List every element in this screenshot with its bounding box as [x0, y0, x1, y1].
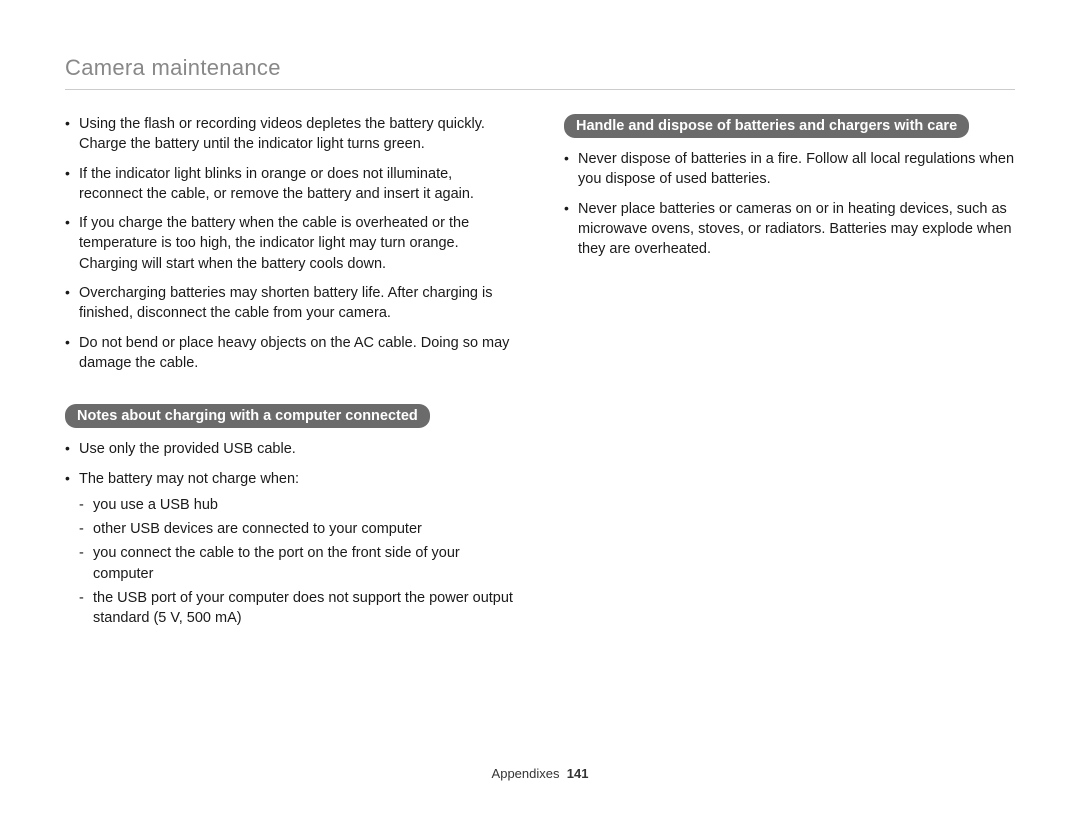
usb-notes-list: Use only the provided USB cable. The bat… — [65, 439, 516, 628]
list-item-text: The battery may not charge when: — [79, 471, 299, 487]
list-item: Never dispose of batteries in a fire. Fo… — [564, 149, 1015, 190]
usb-sub-list: you use a USB hub other USB devices are … — [79, 495, 516, 629]
sub-list-item: you use a USB hub — [79, 495, 516, 515]
list-item: The battery may not charge when: you use… — [65, 469, 516, 629]
usb-notes-heading: Notes about charging with a computer con… — [65, 404, 430, 428]
page-footer: Appendixes 141 — [0, 766, 1080, 781]
list-item: Never place batteries or cameras on or i… — [564, 199, 1015, 260]
list-item: If the indicator light blinks in orange … — [65, 164, 516, 205]
disposal-heading: Handle and dispose of batteries and char… — [564, 114, 969, 138]
page-title: Camera maintenance — [65, 55, 1015, 90]
sub-list-item: the USB port of your computer does not s… — [79, 588, 516, 629]
disposal-list: Never dispose of batteries in a fire. Fo… — [564, 149, 1015, 259]
content-columns: Using the flash or recording videos depl… — [65, 114, 1015, 638]
list-item: Do not bend or place heavy objects on th… — [65, 333, 516, 374]
left-column: Using the flash or recording videos depl… — [65, 114, 516, 638]
list-item: Overcharging batteries may shorten batte… — [65, 283, 516, 324]
page-number: 141 — [567, 766, 589, 781]
battery-tips-list: Using the flash or recording videos depl… — [65, 114, 516, 373]
sub-list-item: you connect the cable to the port on the… — [79, 543, 516, 584]
sub-list-item: other USB devices are connected to your … — [79, 519, 516, 539]
list-item: If you charge the battery when the cable… — [65, 213, 516, 274]
list-item: Use only the provided USB cable. — [65, 439, 516, 459]
footer-label: Appendixes — [492, 766, 560, 781]
right-column: Handle and dispose of batteries and char… — [564, 114, 1015, 638]
list-item: Using the flash or recording videos depl… — [65, 114, 516, 155]
